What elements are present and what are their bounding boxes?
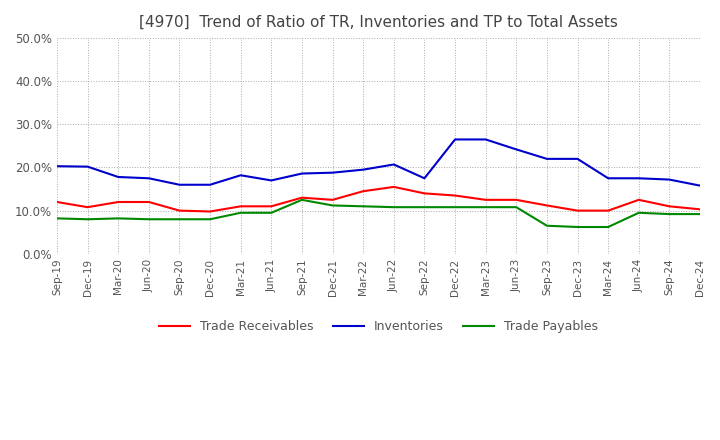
- Trade Payables: [665, 212, 674, 217]
- Inventories: [665, 177, 674, 182]
- Trade Receivables: [604, 208, 613, 213]
- Inventories: [390, 162, 398, 167]
- Trade Payables: [482, 205, 490, 210]
- Trade Payables: [359, 204, 367, 209]
- Trade Receivables: [114, 199, 122, 205]
- Trade Payables: [53, 216, 61, 221]
- Trade Receivables: [665, 204, 674, 209]
- Line: Trade Receivables: Trade Receivables: [57, 187, 700, 212]
- Inventories: [53, 164, 61, 169]
- Inventories: [297, 171, 306, 176]
- Trade Payables: [267, 210, 276, 216]
- Trade Receivables: [175, 208, 184, 213]
- Inventories: [634, 176, 643, 181]
- Trade Receivables: [206, 209, 215, 214]
- Inventories: [696, 183, 704, 188]
- Trade Payables: [206, 216, 215, 222]
- Trade Payables: [114, 216, 122, 221]
- Trade Receivables: [145, 199, 153, 205]
- Trade Receivables: [420, 191, 428, 196]
- Trade Receivables: [634, 197, 643, 202]
- Inventories: [267, 178, 276, 183]
- Trade Payables: [297, 197, 306, 202]
- Trade Payables: [145, 216, 153, 222]
- Inventories: [573, 156, 582, 161]
- Trade Receivables: [482, 197, 490, 202]
- Trade Payables: [543, 223, 552, 228]
- Inventories: [84, 164, 92, 169]
- Trade Receivables: [451, 193, 459, 198]
- Trade Receivables: [696, 207, 704, 212]
- Trade Payables: [236, 210, 245, 216]
- Trade Payables: [390, 205, 398, 210]
- Trade Payables: [328, 203, 337, 208]
- Inventories: [145, 176, 153, 181]
- Trade Receivables: [573, 208, 582, 213]
- Inventories: [206, 182, 215, 187]
- Trade Receivables: [512, 197, 521, 202]
- Inventories: [482, 137, 490, 142]
- Inventories: [420, 176, 428, 181]
- Inventories: [512, 147, 521, 152]
- Trade Receivables: [267, 204, 276, 209]
- Line: Inventories: Inventories: [57, 139, 700, 186]
- Trade Payables: [420, 205, 428, 210]
- Inventories: [359, 167, 367, 172]
- Trade Payables: [573, 224, 582, 230]
- Trade Receivables: [390, 184, 398, 190]
- Trade Receivables: [328, 197, 337, 202]
- Trade Payables: [175, 216, 184, 222]
- Trade Receivables: [297, 195, 306, 200]
- Trade Receivables: [359, 189, 367, 194]
- Trade Payables: [696, 212, 704, 217]
- Trade Payables: [451, 205, 459, 210]
- Trade Payables: [634, 210, 643, 216]
- Trade Receivables: [53, 199, 61, 205]
- Trade Payables: [512, 205, 521, 210]
- Inventories: [114, 174, 122, 180]
- Trade Payables: [604, 224, 613, 230]
- Inventories: [451, 137, 459, 142]
- Inventories: [236, 172, 245, 178]
- Inventories: [328, 170, 337, 175]
- Trade Receivables: [543, 203, 552, 208]
- Trade Payables: [84, 216, 92, 222]
- Legend: Trade Receivables, Inventories, Trade Payables: Trade Receivables, Inventories, Trade Pa…: [154, 315, 603, 338]
- Line: Trade Payables: Trade Payables: [57, 200, 700, 227]
- Title: [4970]  Trend of Ratio of TR, Inventories and TP to Total Assets: [4970] Trend of Ratio of TR, Inventories…: [139, 15, 618, 30]
- Inventories: [604, 176, 613, 181]
- Trade Receivables: [236, 204, 245, 209]
- Trade Receivables: [84, 205, 92, 210]
- Inventories: [175, 182, 184, 187]
- Inventories: [543, 156, 552, 161]
